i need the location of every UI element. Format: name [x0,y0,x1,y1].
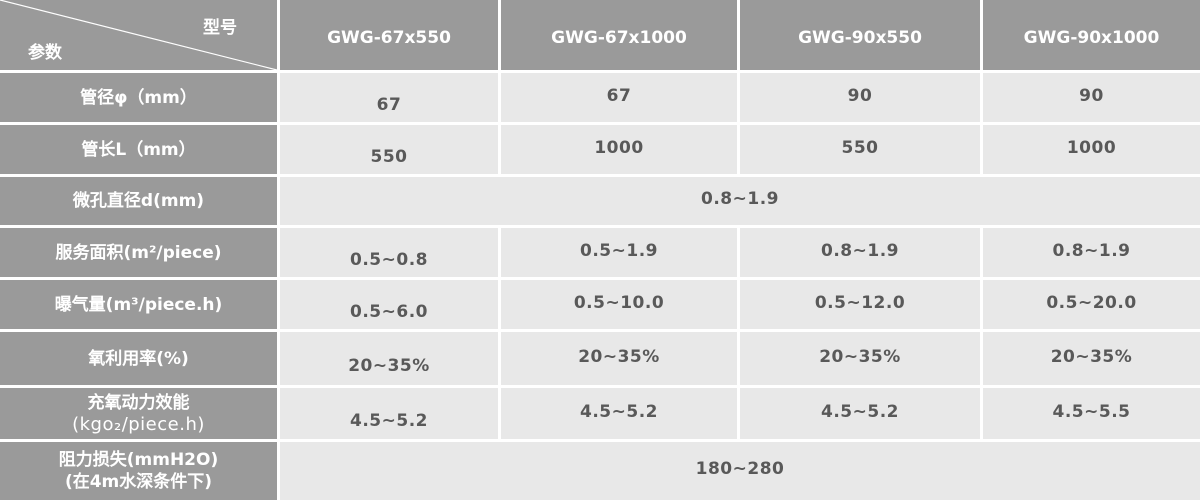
value-cell: 4.5~5.2 [280,388,498,439]
value-cell: 0.5~10.0 [501,280,737,329]
value-cell: 90 [983,73,1200,122]
span-value-cell: 0.8~1.9 [280,177,1200,225]
column-header-label: GWG-90x1000 [1023,28,1160,48]
row-label: 曝气量(m³/piece.h) [0,280,277,329]
value-cell: 20~35% [740,332,980,385]
span-value-cell: 180~280 [280,442,1200,500]
column-header-label: GWG-90x550 [798,28,922,48]
value-cell: 4.5~5.5 [983,388,1200,439]
value-cell: 20~35% [501,332,737,385]
diagonal-divider-line [0,0,277,70]
value-cell: 0.5~20.0 [983,280,1200,329]
column-header-label: GWG-67x1000 [551,28,687,48]
value-cell: 0.5~6.0 [280,280,498,329]
value-cell: 67 [280,73,498,122]
value-cell: 550 [280,125,498,174]
value-cell: 4.5~5.2 [740,388,980,439]
value-cell: 0.5~12.0 [740,280,980,329]
value-cell: 1000 [501,125,737,174]
column-header: GWG-90x550 [740,0,980,70]
value-cell: 1000 [983,125,1200,174]
row-label: 管径φ（mm） [0,73,277,122]
value-cell: 90 [740,73,980,122]
column-header: GWG-67x1000 [501,0,737,70]
value-cell: 0.8~1.9 [983,228,1200,277]
row-label: 服务面积(m²/piece) [0,228,277,277]
row-label: 氧利用率(%) [0,332,277,385]
row-label-line1: 充氧动力效能 [87,392,190,413]
row-label: 充氧动力效能 (kgo₂/piece.h) [0,388,277,439]
value-cell: 67 [501,73,737,122]
value-cell: 4.5~5.2 [501,388,737,439]
row-label-line2: (kgo₂/piece.h) [72,413,205,435]
corner-header-cell: 型号 参数 [0,0,277,70]
value-cell: 550 [740,125,980,174]
row-label: 微孔直径d(mm) [0,177,277,225]
column-header-label: GWG-67x550 [327,28,451,48]
value-cell: 20~35% [983,332,1200,385]
value-cell: 0.8~1.9 [740,228,980,277]
column-header: GWG-67x550 [280,0,498,70]
corner-model-label: 型号 [203,18,237,38]
value-cell: 0.5~0.8 [280,228,498,277]
value-cell: 0.5~1.9 [501,228,737,277]
corner-param-label: 参数 [28,43,62,63]
value-cell: 20~35% [280,332,498,385]
row-label-line1: 阻力损失(mmH2O) [58,450,219,470]
row-label: 阻力损失(mmH2O) (在4m水深条件下) [0,442,277,500]
row-label: 管长L（mm） [0,125,277,174]
row-label-line2: (在4m水深条件下) [64,472,213,492]
column-header: GWG-90x1000 [983,0,1200,70]
